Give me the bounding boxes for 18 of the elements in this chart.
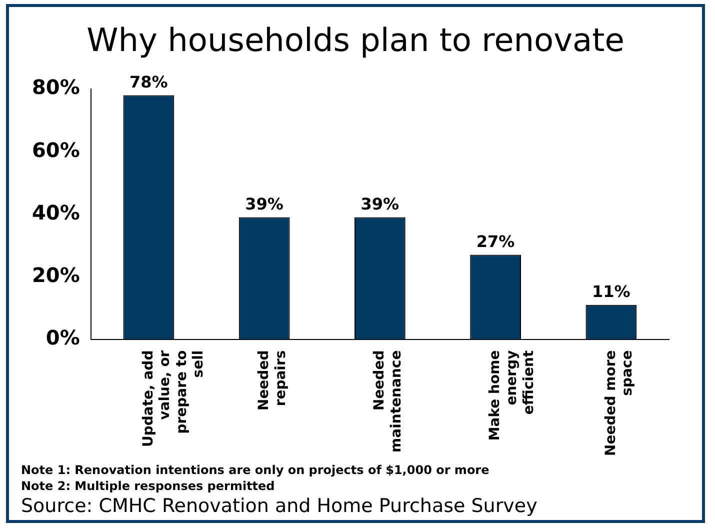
data-label: 78%	[130, 72, 168, 92]
y-tick-label: 40%	[32, 200, 80, 224]
data-label: 11%	[592, 282, 630, 302]
y-tick-label: 20%	[32, 262, 80, 287]
source-note: Source: CMHC Renovation and Home Purchase Survey	[21, 494, 538, 518]
text: Note 1: Renovation intentions are only on projects of $1,000 or more	[21, 462, 490, 478]
chart-title: Why households plan to renovate	[86, 21, 626, 59]
y-tick-label: 60%	[32, 138, 80, 162]
data-label: 39%	[245, 194, 284, 214]
text: Note 2: Multiple responses permitted	[21, 478, 276, 494]
x-tick-label: Needed repairs	[256, 350, 289, 411]
data-label: 39%	[360, 194, 400, 214]
x-tick-label: Make home energy efficient	[487, 350, 537, 441]
y-tick-label: 0%	[46, 325, 80, 350]
x-tick-label: Update, add value, or prepare to sell	[140, 350, 207, 448]
data-label: 27%	[476, 232, 515, 251]
x-tick-label: Needed more space	[602, 350, 636, 456]
y-tick-label: 80%	[32, 75, 80, 100]
